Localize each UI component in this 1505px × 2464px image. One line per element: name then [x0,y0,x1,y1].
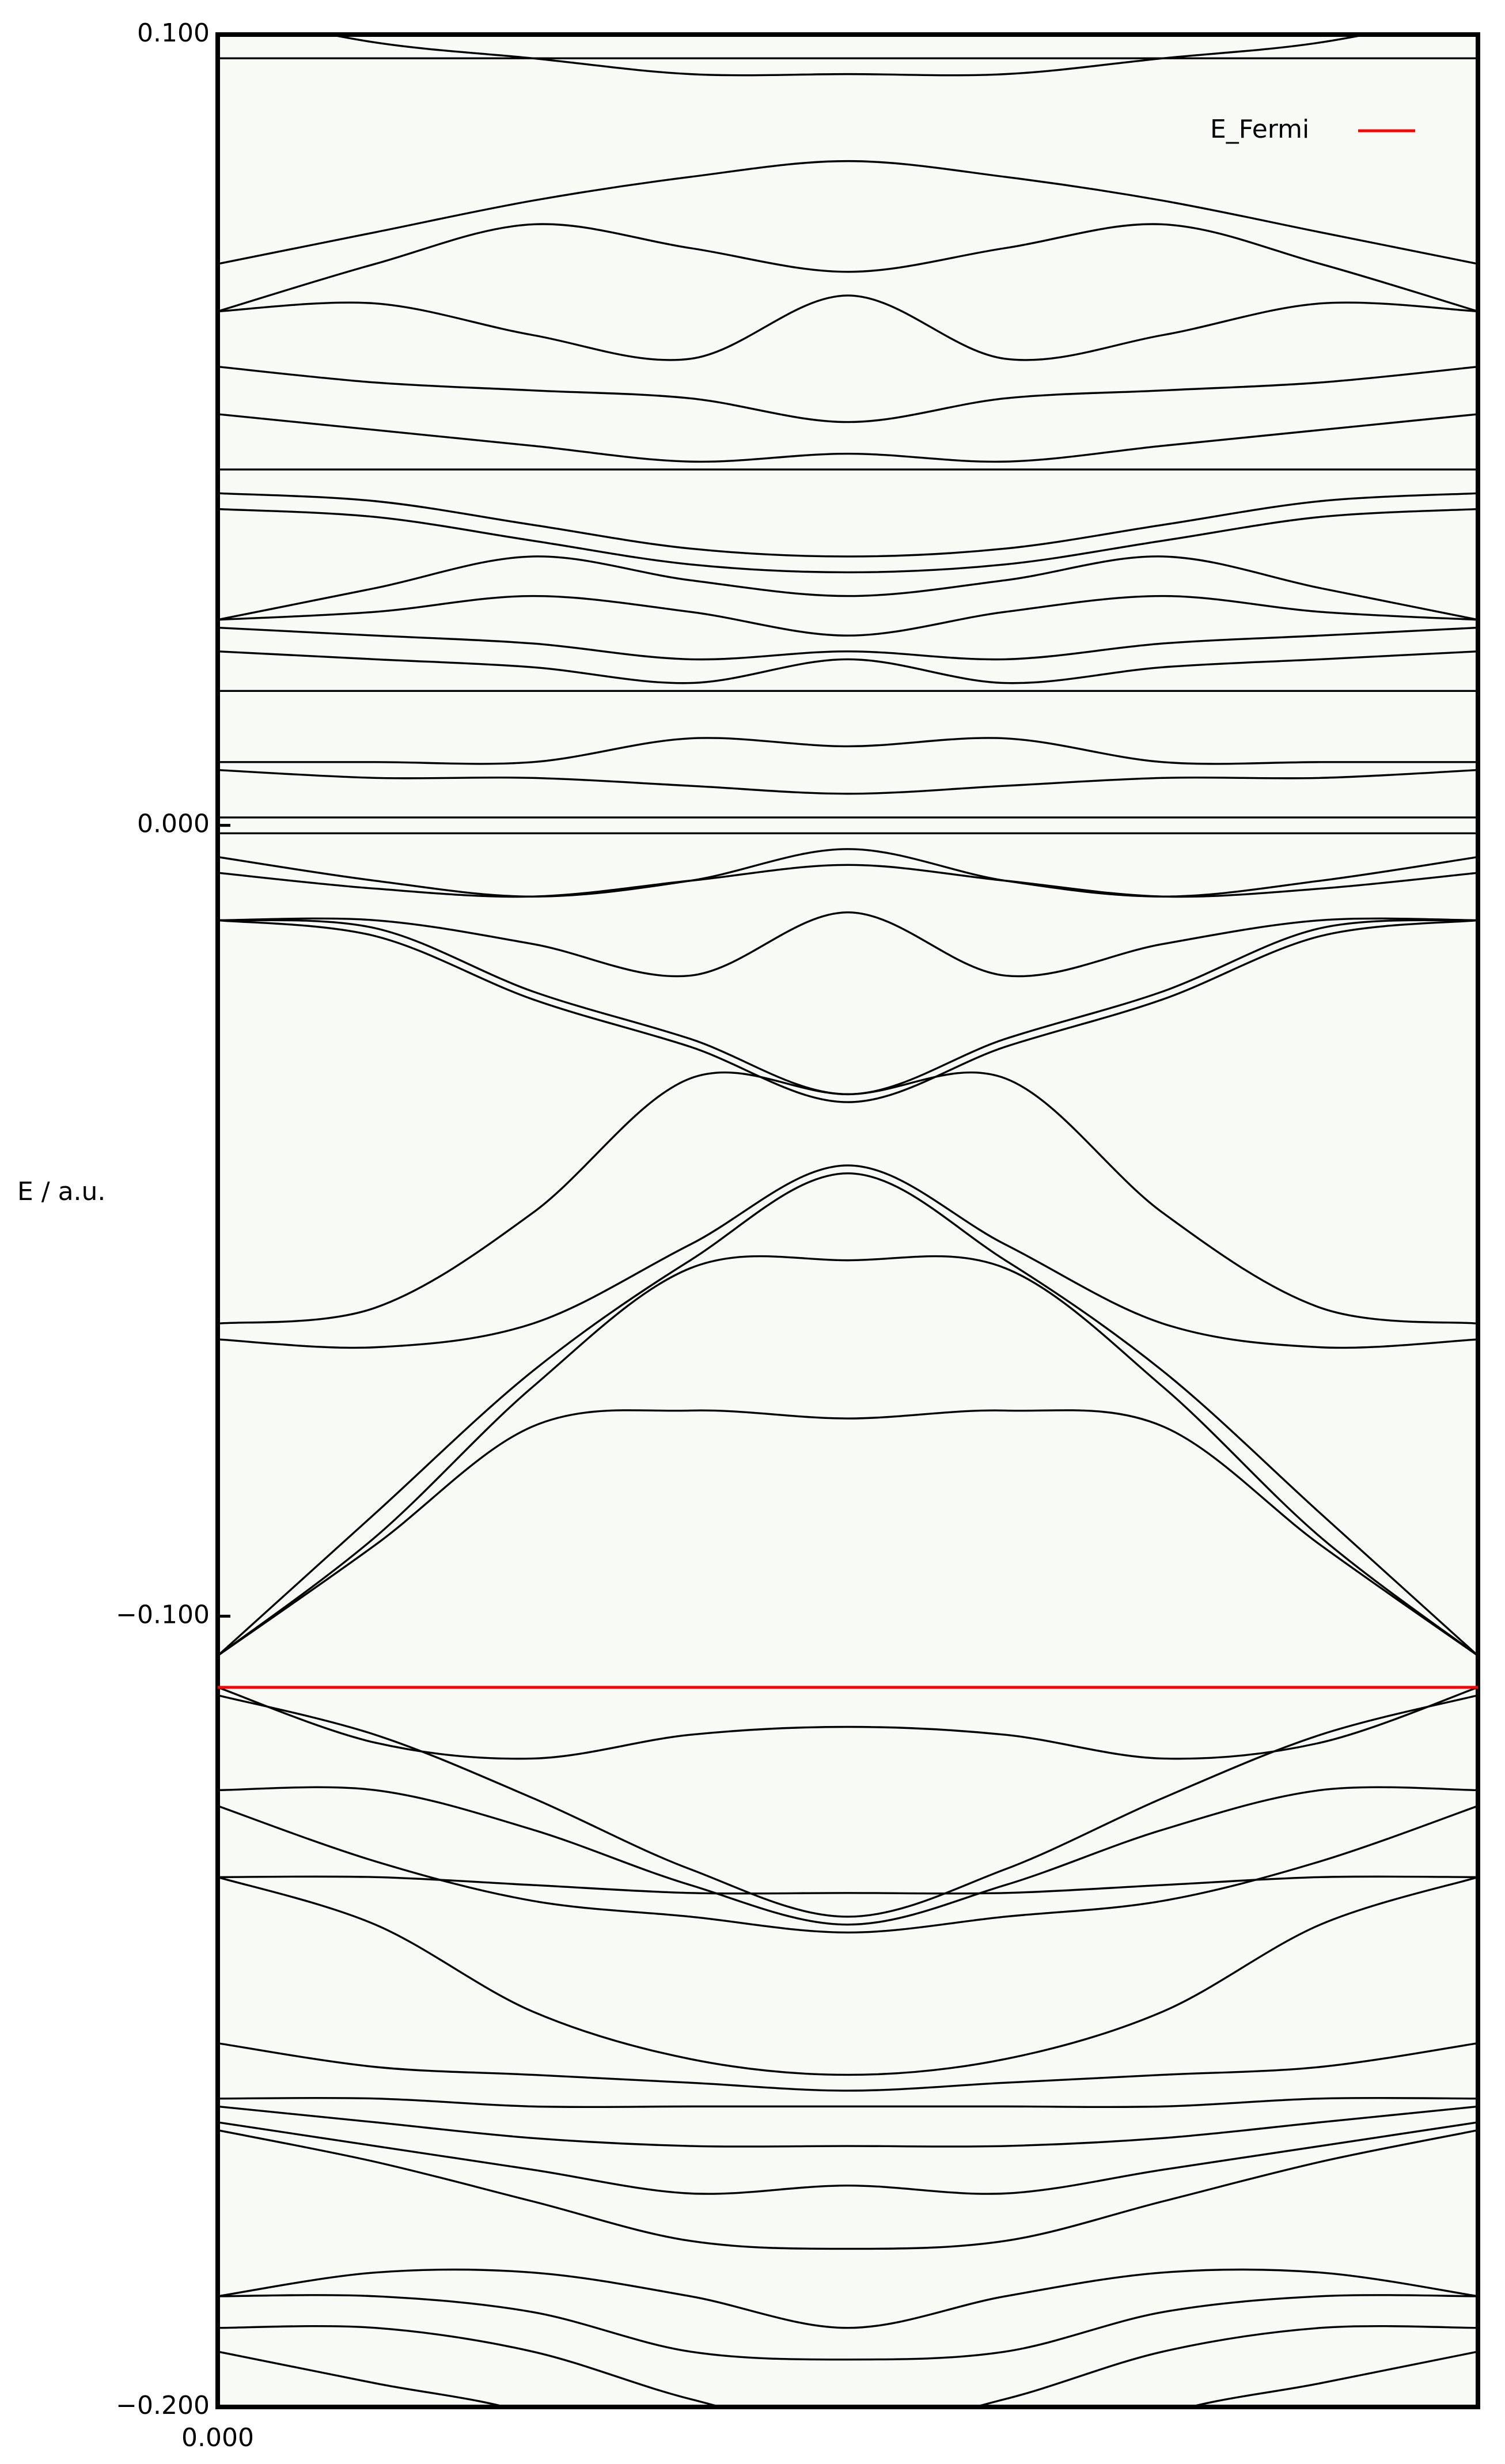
band-line [218,294,1478,361]
band-line [218,2121,1478,2195]
plot-frame [215,32,1480,2409]
band-line [218,413,1478,463]
band-line [218,2105,1478,2148]
y-tick-label: −0.200 [116,2391,210,2420]
band-line [218,1876,1478,2076]
bands [218,35,1478,2407]
band-line [218,2129,1478,2250]
band-line [218,2294,1478,2361]
band-line [218,864,1478,898]
band-line [218,160,1478,265]
band-line [218,2096,1478,2109]
y-tick-label: 0.000 [137,809,210,839]
x-tick-label: 0.000 [181,2423,254,2452]
band-line [218,737,1478,765]
band-line [218,365,1478,423]
band-line [218,1875,1478,1895]
band-line [218,1694,1478,1918]
band-line [218,1805,1478,1934]
band-line [218,911,1478,978]
band-line [218,2268,1478,2329]
band-line [218,769,1478,795]
band-line [218,1409,1478,1657]
band-line [218,1172,1478,1657]
band-line [218,626,1478,661]
band-line [218,650,1478,684]
band-line [218,1255,1478,1657]
y-tick-label: −0.100 [116,1600,210,1629]
band-line [218,555,1478,621]
band-line [218,848,1478,898]
band-line [218,492,1478,558]
band-line [218,2351,1478,2407]
band-line [218,223,1478,313]
y-tick-label: 0.100 [137,18,210,48]
band-line [218,1164,1478,1349]
band-line [218,2325,1478,2407]
y-axis-label: E / a.u. [17,1177,105,1206]
band-line [218,919,1478,1103]
plot-area [218,35,1478,2407]
band-line [218,595,1478,637]
legend-label: E_Fermi [1210,115,1309,144]
band-line [325,35,1371,77]
band-line [218,1786,1478,1926]
band-line [218,508,1478,574]
band-line [218,2042,1478,2092]
band-line [218,1071,1478,1325]
